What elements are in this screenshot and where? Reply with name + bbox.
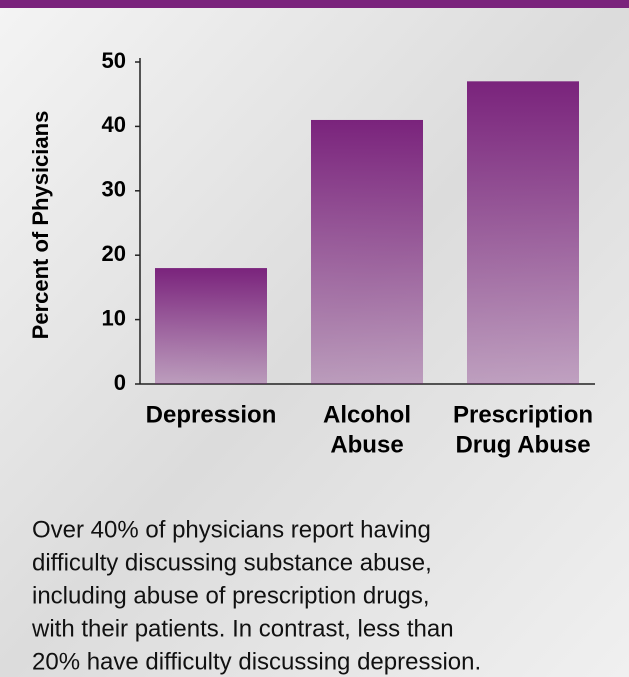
caption-line: with their patients. In contrast, less t… xyxy=(31,615,454,642)
top-band xyxy=(0,0,629,8)
y-tick-label: 20 xyxy=(102,241,126,266)
y-tick-label: 10 xyxy=(102,305,126,330)
caption-line: difficulty discussing substance abuse, xyxy=(32,549,432,576)
bar xyxy=(467,81,579,384)
x-tick-label: Drug Abuse xyxy=(455,431,590,458)
caption-line: Over 40% of physicians report having xyxy=(32,516,431,543)
y-tick-label: 50 xyxy=(102,48,126,73)
y-tick-label: 0 xyxy=(114,370,126,395)
bar xyxy=(311,119,423,385)
x-tick-label: Abuse xyxy=(330,431,403,458)
y-tick-label: 30 xyxy=(102,177,126,202)
x-tick-label: Depression xyxy=(146,401,277,428)
caption-line: 20% have difficulty discussing depressio… xyxy=(32,648,481,675)
x-tick-label: Alcohol xyxy=(323,401,411,428)
x-tick-label: Prescription xyxy=(453,401,593,428)
caption-line: including abuse of prescription drugs, xyxy=(32,582,430,609)
y-axis-title: Percent of Physicians xyxy=(28,111,53,340)
y-tick-label: 40 xyxy=(102,112,126,137)
bar xyxy=(155,268,267,384)
